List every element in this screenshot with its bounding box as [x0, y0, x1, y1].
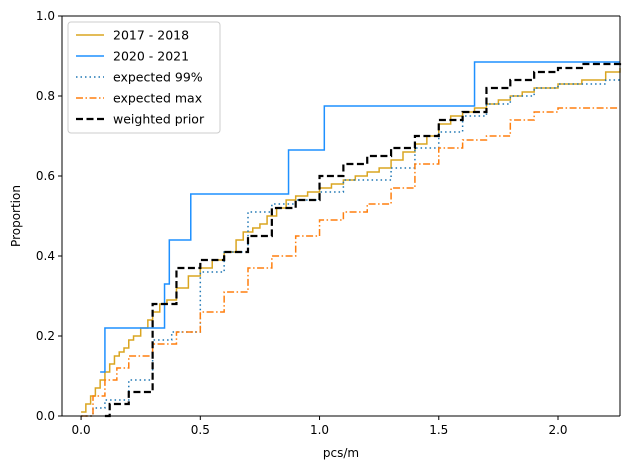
y-tick-label: 0.0: [36, 409, 55, 423]
legend: 2017 - 2018 2020 - 2021 expected 99% expect…: [67, 21, 221, 134]
axes-layer: [61, 15, 621, 417]
x-tick-label: 0.5: [191, 423, 210, 437]
series-line-1: [81, 68, 621, 413]
legend-label: expected 99%: [113, 70, 203, 85]
series-line-4: [81, 107, 620, 417]
x-tick-label: 2.0: [548, 423, 567, 437]
series-line-5: [104, 60, 622, 418]
legend-label: weighted prior: [113, 112, 205, 127]
legend-label: 2020 - 2021: [113, 49, 189, 64]
x-axis-label: pcs/m: [323, 446, 359, 460]
series-line-2: [100, 61, 620, 373]
x-tick-label: 1.0: [310, 423, 329, 437]
ticks-layer: 0.0 0.5 1.0 1.5 2.0 0.0 0.2 0.4 0.6 0.8 1.0: [36, 9, 568, 437]
series-layer: [81, 60, 622, 418]
y-tick-label: 0.4: [36, 249, 55, 263]
series-line-3: [81, 79, 620, 417]
x-tick-label: 1.5: [429, 423, 448, 437]
x-tick-label: 0.0: [72, 423, 91, 437]
legend-box: [67, 21, 221, 134]
y-tick-label: 1.0: [36, 9, 55, 23]
y-tick-label: 0.2: [36, 329, 55, 343]
legend-label: 2017 - 2018: [113, 28, 189, 43]
y-tick-label: 0.6: [36, 169, 55, 183]
y-tick-label: 0.8: [36, 89, 55, 103]
legend-label: expected max: [113, 91, 202, 106]
y-axis-label: Proportion: [9, 185, 23, 247]
